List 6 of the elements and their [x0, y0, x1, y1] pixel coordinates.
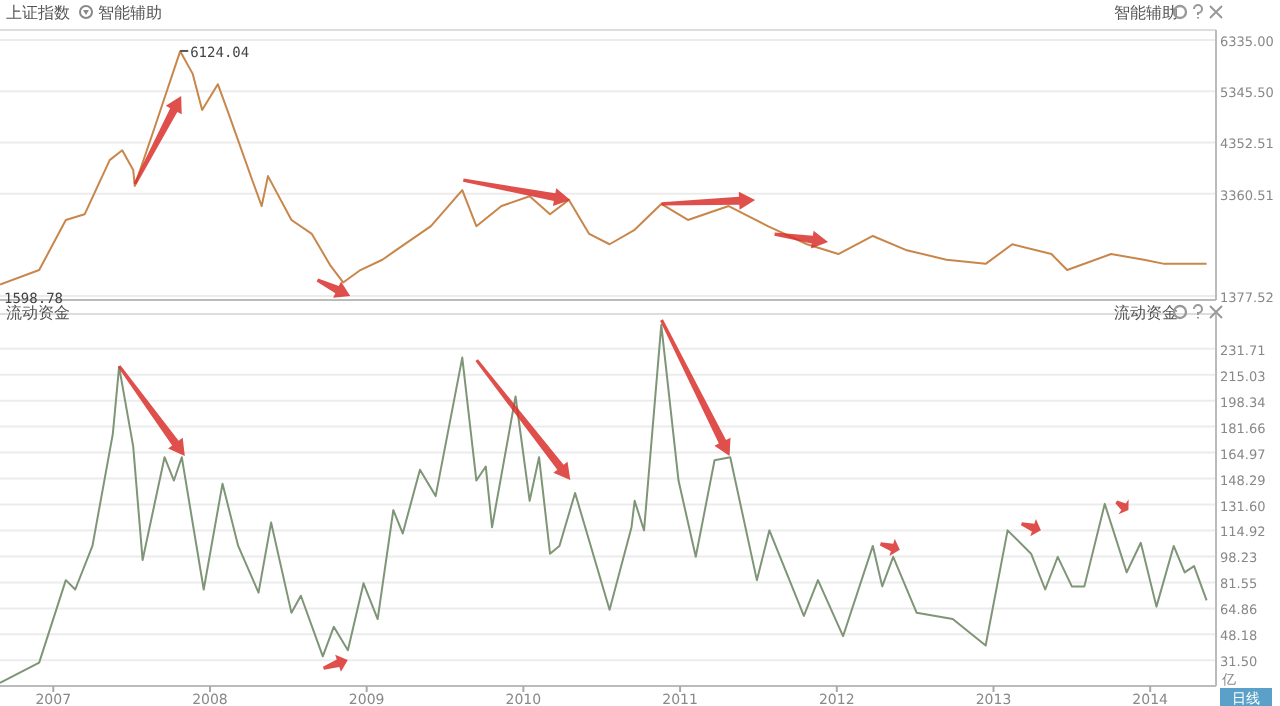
- text: 智能辅助: [1114, 4, 1178, 22]
- chart-title: 上证指数: [6, 4, 70, 22]
- chart-title: 流动资金: [6, 304, 70, 322]
- chart-title: 流动资金: [1114, 304, 1178, 322]
- line-series: [0, 323, 1208, 684]
- chart-subtitle: 智能辅助: [98, 4, 162, 22]
